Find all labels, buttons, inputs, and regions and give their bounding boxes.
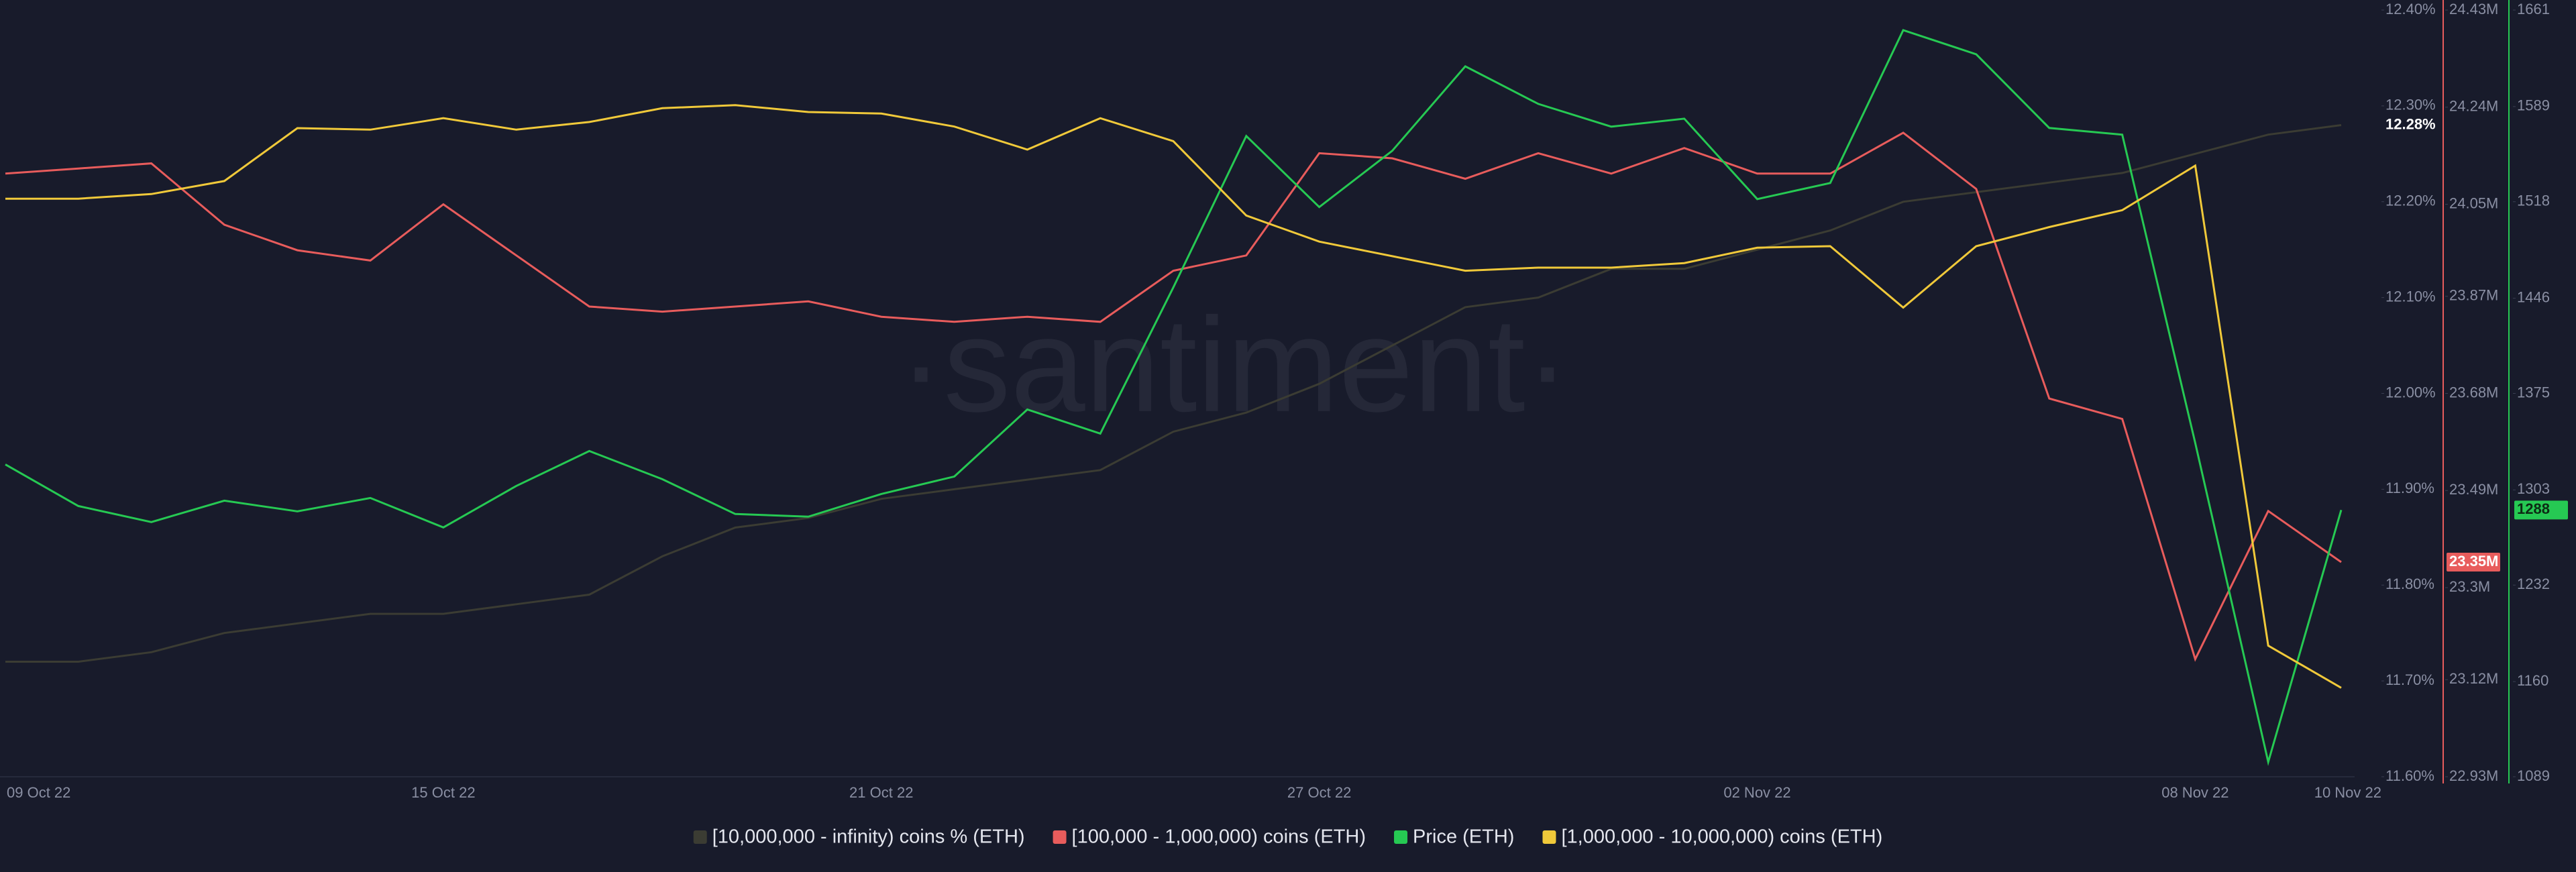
- legend: [10,000,000 - infinity) coins % (ETH) [10…: [693, 826, 1882, 848]
- last-value-label: 23.35M: [2449, 553, 2498, 569]
- legend-label: [10,000,000 - infinity) coins % (ETH): [712, 826, 1025, 848]
- series-line: [5, 124, 2342, 663]
- y-tick-label: 1089: [2517, 767, 2550, 784]
- x-tick-label: 15 Oct 22: [411, 784, 475, 801]
- y-tick-label: 11.90%: [2385, 480, 2434, 496]
- series-line: [5, 104, 2342, 689]
- legend-swatch: [1394, 830, 1408, 844]
- y-tick-label: 24.43M: [2449, 1, 2498, 17]
- y-tick-label: 1232: [2517, 576, 2550, 592]
- legend-swatch: [1542, 830, 1556, 844]
- y-tick-label: 12.20%: [2385, 193, 2436, 209]
- last-value-label: 12.28%: [2385, 115, 2436, 132]
- series-line: [5, 131, 2342, 662]
- y-tick-label: 23.68M: [2449, 384, 2498, 400]
- y-tick-label: 1446: [2517, 288, 2550, 305]
- y-tick-label: 23.49M: [2449, 481, 2498, 498]
- y-tick-label: 1375: [2517, 384, 2550, 400]
- y-tick-label: 1589: [2517, 97, 2550, 114]
- y-tick-label: 24.05M: [2449, 195, 2498, 211]
- legend-swatch: [1053, 830, 1067, 844]
- y-tick-label: 1303: [2517, 480, 2550, 497]
- x-tick-label: 27 Oct 22: [1287, 784, 1351, 801]
- x-tick-label: 09 Oct 22: [7, 784, 70, 801]
- y-tick-label: 23.87M: [2449, 287, 2498, 304]
- y-tick-label: 11.70%: [2385, 671, 2434, 688]
- legend-label: [1,000,000 - 10,000,000) coins (ETH): [1561, 826, 1882, 848]
- y-tick-label: 11.80%: [2385, 576, 2434, 592]
- y-tick-label: 11.60%: [2385, 767, 2434, 784]
- y-tick-label: 12.00%: [2385, 384, 2436, 400]
- x-tick-label: 08 Nov 22: [2161, 784, 2229, 801]
- legend-label: [100,000 - 1,000,000) coins (ETH): [1072, 826, 1366, 848]
- x-tick-label: 02 Nov 22: [1723, 784, 1790, 801]
- y-tick-label: 24.24M: [2449, 98, 2498, 115]
- last-value-label: 1288: [2517, 500, 2550, 517]
- y-tick-label: 23.12M: [2449, 670, 2498, 687]
- y-tick-label: 22.93M: [2449, 767, 2498, 784]
- y-tick-label: 12.40%: [2385, 1, 2436, 17]
- last-value-badge: [2514, 500, 2568, 520]
- y-tick-label: 23.3M: [2449, 578, 2490, 595]
- series-line: [5, 29, 2343, 766]
- legend-label: Price (ETH): [1413, 826, 1514, 848]
- y-tick-label: 12.30%: [2385, 97, 2436, 113]
- y-tick-label: 1160: [2517, 672, 2548, 689]
- y-tick-label: 12.10%: [2385, 288, 2436, 305]
- x-tick-label: 10 Nov 22: [2314, 784, 2381, 801]
- legend-swatch: [693, 830, 707, 844]
- y-tick-label: 1661: [2517, 1, 2550, 17]
- y-tick-label: 1518: [2517, 193, 2550, 209]
- last-value-badge: [2447, 552, 2500, 571]
- x-tick-label: 21 Oct 22: [849, 784, 913, 801]
- watermark: ·santiment·: [899, 290, 1570, 440]
